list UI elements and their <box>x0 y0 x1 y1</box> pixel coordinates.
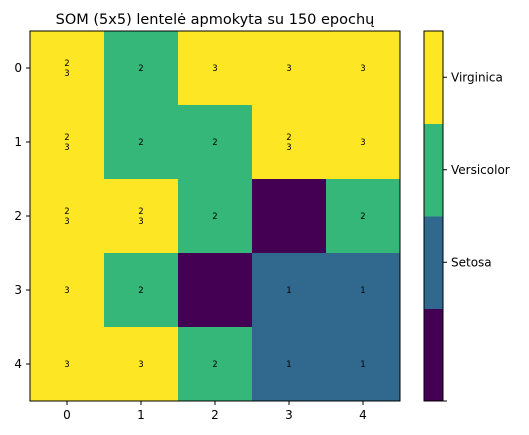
cell-label-r3-c0: 3 <box>64 286 69 296</box>
heatmap-cell-r4-c4 <box>326 327 401 402</box>
heatmap-cell-r3-c2 <box>178 253 253 328</box>
colorbar-segment <box>424 123 443 217</box>
colorbar-segment <box>424 31 443 124</box>
cell-label-r3-c3: 1 <box>286 286 291 296</box>
x-tick-label: 1 <box>137 408 145 422</box>
heatmap-cell-r2-c3 <box>252 179 327 254</box>
colorbar-tick-label: Setosa <box>451 255 492 269</box>
y-tick-label: 3 <box>14 283 22 297</box>
cell-label-r4-c1: 3 <box>138 360 143 370</box>
x-tick-label: 4 <box>359 408 367 422</box>
heatmap-cell-r0-c1 <box>104 31 179 106</box>
cell-label-r4-c0: 3 <box>64 360 69 370</box>
heatmap-cell-r1-c0 <box>30 105 105 180</box>
cell-label-r0-c3: 3 <box>286 64 291 74</box>
heatmap-cell-r1-c2 <box>178 105 253 180</box>
x-tick-label: 0 <box>63 408 71 422</box>
heatmap-cell-r4-c1 <box>104 327 179 402</box>
heatmap-cell-r1-c3 <box>252 105 327 180</box>
cell-label-r3-c4: 1 <box>360 286 365 296</box>
cell-label-r2-c4: 2 <box>360 212 365 222</box>
y-axis: 0 1 2 3 4 <box>14 61 30 371</box>
cell-label-r0-c1: 2 <box>138 64 143 74</box>
colorbar-tick-label: Virginica <box>451 70 503 84</box>
cell-label-r0-c4: 3 <box>360 64 365 74</box>
heatmap-cell-r3-c3 <box>252 253 327 328</box>
colorbar-frame <box>423 30 444 402</box>
cell-label-r4-c2: 2 <box>212 360 217 370</box>
x-tick-label: 2 <box>211 408 219 422</box>
y-tick-label: 4 <box>14 357 22 371</box>
heatmap-cell-r2-c0 <box>30 179 105 254</box>
heatmap-cell-r1-c4 <box>326 105 401 180</box>
x-axis: 0 1 2 3 4 <box>63 401 367 422</box>
heatmap-cell-r4-c0 <box>30 327 105 402</box>
y-tick-label: 1 <box>14 135 22 149</box>
chart-title: SOM (5x5) lentelė apmokyta su 150 epochų <box>56 12 375 28</box>
heatmap-cell-r2-c2 <box>178 179 253 254</box>
cell-label-r3-c1: 2 <box>138 286 143 296</box>
x-tick-label: 3 <box>285 408 293 422</box>
heatmap-cell-r0-c2 <box>178 31 253 106</box>
heatmap-cell-r3-c0 <box>30 253 105 328</box>
cell-label-r1-c1: 2 <box>138 138 143 148</box>
cell-label-r0-c2: 3 <box>212 64 217 74</box>
heatmap-cell-r1-c1 <box>104 105 179 180</box>
colorbar: Setosa Versicolor Virginica <box>423 30 510 402</box>
cell-label-r2-c2: 2 <box>212 212 217 222</box>
cell-label-r1-c2: 2 <box>212 138 217 148</box>
heatmap-cell-r3-c4 <box>326 253 401 328</box>
colorbar-segment <box>424 216 443 309</box>
heatmap-cell-r0-c3 <box>252 31 327 106</box>
heatmap-cell-r0-c4 <box>326 31 401 106</box>
cell-label-r4-c4: 1 <box>360 360 365 370</box>
heatmap-cell-r3-c1 <box>104 253 179 328</box>
y-tick-label: 2 <box>14 209 22 223</box>
cell-label-r1-c4: 3 <box>360 138 365 148</box>
heatmap-cell-r2-c4 <box>326 179 401 254</box>
heatmap-cell-r4-c2 <box>178 327 253 402</box>
colorbar-segment <box>424 308 443 402</box>
cell-label-r4-c3: 1 <box>286 360 291 370</box>
y-tick-label: 0 <box>14 61 22 75</box>
heatmap-cell-r4-c3 <box>252 327 327 402</box>
heatmap-cell-r2-c1 <box>104 179 179 254</box>
heatmap-cell-r0-c0 <box>30 31 105 106</box>
colorbar-tick-label: Versicolor <box>451 163 510 177</box>
